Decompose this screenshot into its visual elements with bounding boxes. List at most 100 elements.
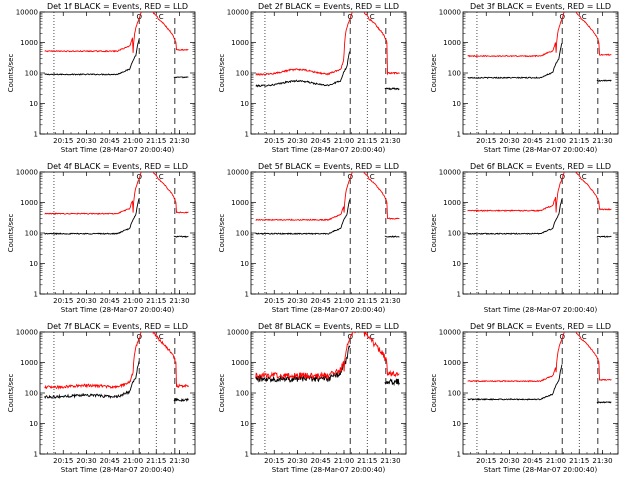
panel-title: Det 3f BLACK = Events, RED = LLD xyxy=(470,2,611,11)
x-tick-label: 20:30 xyxy=(287,457,307,465)
lld-series-line xyxy=(255,332,400,380)
events-series-line xyxy=(44,361,189,402)
events-series-line xyxy=(44,39,189,79)
marker-label-c: C xyxy=(159,13,164,21)
x-axis-label: Start Time (28-Mar-07 20:00:40) xyxy=(272,306,386,314)
plot-frame xyxy=(250,331,407,455)
x-tick-label: 21:00 xyxy=(123,297,143,305)
x-axis-label: Start Time (28-Mar-07 20:00:40) xyxy=(61,306,175,314)
x-tick-label: 21:30 xyxy=(380,457,400,465)
y-tick-label: 1000 xyxy=(231,39,249,47)
y-tick-label: 10000 xyxy=(439,169,461,177)
plot-frame xyxy=(39,331,196,455)
events-series-line xyxy=(255,345,400,387)
plot-frame xyxy=(39,11,196,135)
x-tick-label: 20:45 xyxy=(311,137,331,145)
x-tick-label: 20:30 xyxy=(76,137,96,145)
y-axis-label: Counts/sec xyxy=(218,54,226,93)
x-tick-label: 21:30 xyxy=(592,137,612,145)
x-tick-label: 21:30 xyxy=(169,137,189,145)
y-tick-label: 1000 xyxy=(443,39,461,47)
events-series-line xyxy=(467,198,612,238)
x-tick-label: 21:15 xyxy=(146,137,166,145)
panel-title: Det 7f BLACK = Events, RED = LLD xyxy=(47,322,188,331)
events-series-line xyxy=(255,199,400,238)
y-tick-label: 1000 xyxy=(231,359,249,367)
y-axis-label: Counts/sec xyxy=(218,374,226,413)
x-tick-label: 21:15 xyxy=(146,457,166,465)
y-tick-label: 1 xyxy=(457,131,461,139)
x-axis-label: Start Time (28-Mar-07 20:00:40) xyxy=(484,146,598,154)
panel-det-2: Det 2f BLACK = Events, RED = LLD 1 10 100 10… xyxy=(218,2,407,154)
y-tick-label: 10000 xyxy=(227,9,249,17)
y-tick-label: 100 xyxy=(236,390,249,398)
y-tick-label: 10000 xyxy=(439,329,461,337)
x-tick-label: 20:45 xyxy=(523,137,543,145)
panel-title: Det 8f BLACK = Events, RED = LLD xyxy=(258,322,399,331)
panel-det-1: Det 1f BLACK = Events, RED = LLD 1 10 100 10… xyxy=(7,2,196,154)
panel-det-7: Det 7f BLACK = Events, RED = LLD 1 10 100 10… xyxy=(7,322,196,474)
y-tick-label: 1 xyxy=(245,131,249,139)
x-tick-label: 21:15 xyxy=(569,137,589,145)
y-tick-label: 100 xyxy=(25,70,38,78)
y-tick-label: 10 xyxy=(29,420,38,428)
x-tick-label: 20:30 xyxy=(76,457,96,465)
y-axis-label: Counts/sec xyxy=(7,374,15,413)
x-axis-label: Start Time (28-Mar-07 20:00:40) xyxy=(484,466,598,474)
events-series-line xyxy=(467,364,612,404)
events-series-line xyxy=(255,51,400,91)
y-tick-label: 100 xyxy=(448,230,461,238)
y-tick-label: 1000 xyxy=(443,359,461,367)
x-tick-label: 20:45 xyxy=(100,297,120,305)
y-tick-label: 10000 xyxy=(439,9,461,17)
marker-label-c: C xyxy=(582,173,587,181)
x-tick-label: 21:15 xyxy=(569,457,589,465)
y-tick-label: 100 xyxy=(236,70,249,78)
marker-label-c: C xyxy=(582,333,587,341)
panel-title: Det 9f BLACK = Events, RED = LLD xyxy=(470,322,611,331)
y-tick-label: 1000 xyxy=(231,199,249,207)
x-tick-label: 20:15 xyxy=(264,457,284,465)
x-tick-label: 20:30 xyxy=(287,297,307,305)
panel-det-9: Det 9f BLACK = Events, RED = LLD 1 10 100 10… xyxy=(430,322,619,474)
x-tick-label: 20:15 xyxy=(476,457,496,465)
y-axis-label: Counts/sec xyxy=(7,54,15,93)
x-tick-label: 21:00 xyxy=(546,457,566,465)
panel-title: Det 5f BLACK = Events, RED = LLD xyxy=(258,162,399,171)
x-tick-label: 21:15 xyxy=(357,137,377,145)
x-tick-label: 21:30 xyxy=(169,297,189,305)
lld-series-line xyxy=(255,12,400,76)
y-tick-label: 1000 xyxy=(20,39,38,47)
x-tick-label: 20:15 xyxy=(476,137,496,145)
marker-label-c: C xyxy=(370,173,375,181)
events-series-line xyxy=(44,198,189,238)
y-tick-label: 100 xyxy=(25,230,38,238)
y-tick-label: 10000 xyxy=(16,169,38,177)
x-tick-label: 20:45 xyxy=(100,457,120,465)
x-tick-label: 21:00 xyxy=(334,457,354,465)
panel-det-8: Det 8f BLACK = Events, RED = LLD 1 10 100 10… xyxy=(218,322,407,474)
x-tick-label: 21:00 xyxy=(546,137,566,145)
lld-series-line xyxy=(467,172,612,213)
panel-det-3: Det 3f BLACK = Events, RED = LLD 1 10 100 10… xyxy=(430,2,619,154)
marker-label-c: C xyxy=(159,333,164,341)
lld-series-line xyxy=(44,12,189,53)
x-tick-label: 21:30 xyxy=(592,457,612,465)
lld-series-line xyxy=(467,12,612,58)
x-tick-label: 21:00 xyxy=(123,137,143,145)
y-tick-label: 10000 xyxy=(16,329,38,337)
x-tick-label: 21:30 xyxy=(380,297,400,305)
x-tick-label: 21:00 xyxy=(334,137,354,145)
x-tick-label: 21:15 xyxy=(357,297,377,305)
y-tick-label: 10000 xyxy=(227,329,249,337)
y-axis-label: Counts/sec xyxy=(7,214,15,253)
marker-label-c: C xyxy=(370,13,375,21)
lld-series-line xyxy=(255,172,400,222)
panel-det-6: Det 6f BLACK = Events, RED = LLD 1 10 100 10… xyxy=(430,162,619,314)
panel-title: Det 1f BLACK = Events, RED = LLD xyxy=(47,2,188,11)
lld-series-line xyxy=(467,332,612,383)
y-tick-label: 1 xyxy=(245,291,249,299)
x-tick-label: 21:00 xyxy=(123,457,143,465)
x-tick-label: 20:15 xyxy=(53,457,73,465)
